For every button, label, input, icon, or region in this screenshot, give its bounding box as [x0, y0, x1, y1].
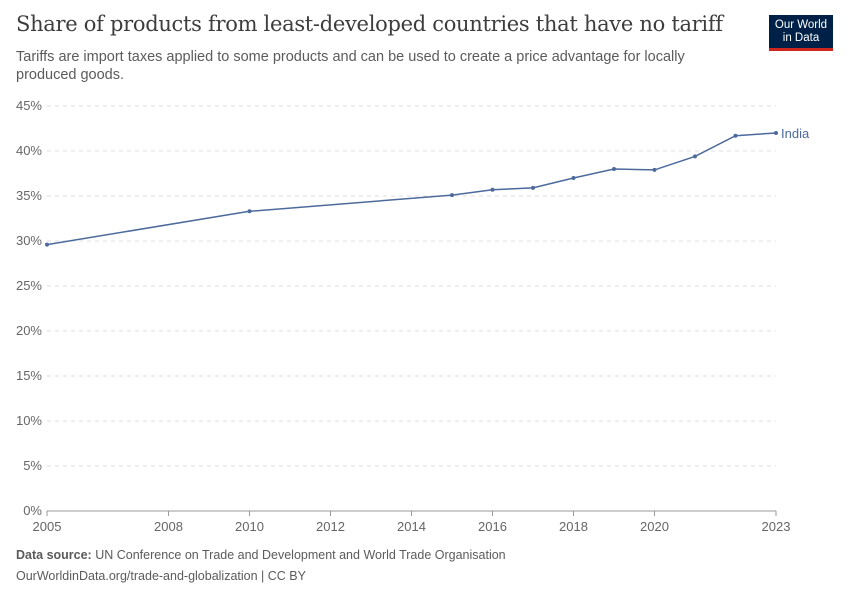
owid-logo[interactable]: Our World in Data — [769, 15, 833, 51]
x-tick-label: 2018 — [559, 519, 588, 534]
y-tick-label: 20% — [16, 323, 42, 338]
x-tick-label: 2005 — [33, 519, 62, 534]
data-point — [247, 209, 252, 214]
data-point — [652, 167, 657, 172]
source-label: Data source: — [16, 548, 92, 562]
x-tick-label: 2020 — [640, 519, 669, 534]
x-tick-label: 2010 — [235, 519, 264, 534]
y-tick-label: 30% — [16, 233, 42, 248]
data-source: Data source: UN Conference on Trade and … — [16, 548, 506, 562]
series-line — [46, 132, 777, 246]
y-tick-label: 5% — [23, 458, 42, 473]
data-point — [733, 133, 738, 138]
data-point — [774, 131, 778, 135]
data-point — [531, 185, 535, 190]
data-point — [571, 176, 576, 180]
x-tick-label: 2012 — [316, 519, 345, 534]
data-point — [490, 187, 495, 192]
y-tick-label: 25% — [16, 278, 42, 293]
y-tick-label: 35% — [16, 188, 42, 203]
footer-link[interactable]: OurWorldinData.org/trade-and-globalizati… — [16, 569, 306, 583]
chart-title: Share of products from least-developed c… — [16, 12, 723, 36]
data-point — [612, 167, 616, 171]
data-point — [693, 154, 697, 159]
data-point — [45, 242, 49, 247]
y-tick-label: 15% — [16, 368, 42, 383]
y-tick-label: 40% — [16, 143, 42, 158]
y-tick-label: 45% — [16, 98, 42, 113]
y-tick-label: 0% — [23, 503, 42, 518]
x-tick-label: 2008 — [154, 519, 183, 534]
data-point — [450, 193, 454, 198]
chart-subtitle: Tariffs are import taxes applied to some… — [16, 49, 685, 83]
series-label: India — [781, 126, 810, 141]
x-tick-label: 2023 — [762, 519, 791, 534]
y-tick-label: 10% — [16, 413, 42, 428]
source-text: UN Conference on Trade and Development a… — [95, 548, 506, 562]
x-tick-label: 2016 — [478, 519, 507, 534]
x-tick-label: 2014 — [397, 519, 426, 534]
